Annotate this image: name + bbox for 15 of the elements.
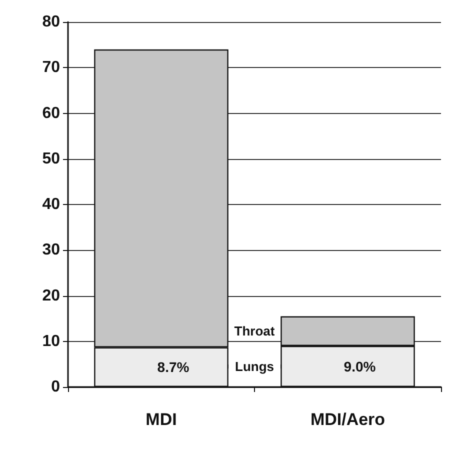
y-tick-label: 50 [42,150,60,168]
y-tick-label: 0 [51,378,60,396]
x-tick-label: MDI/Aero [310,410,386,429]
data-label: 8.7% [157,359,190,376]
y-tick-label: 70 [42,59,60,76]
series-label: Lungs [235,358,274,374]
y-tick-label: 20 [42,287,60,304]
x-tick-label: MDI [146,410,177,429]
data-label: 9.0% [344,358,376,374]
series-label: Throat [234,324,276,339]
y-tick-label: 80 [42,14,60,30]
y-tick-label: 60 [42,104,60,122]
y-tick-label: 10 [42,332,60,350]
y-tick-label: 30 [42,242,60,259]
y-tick-label: 40 [42,196,60,213]
